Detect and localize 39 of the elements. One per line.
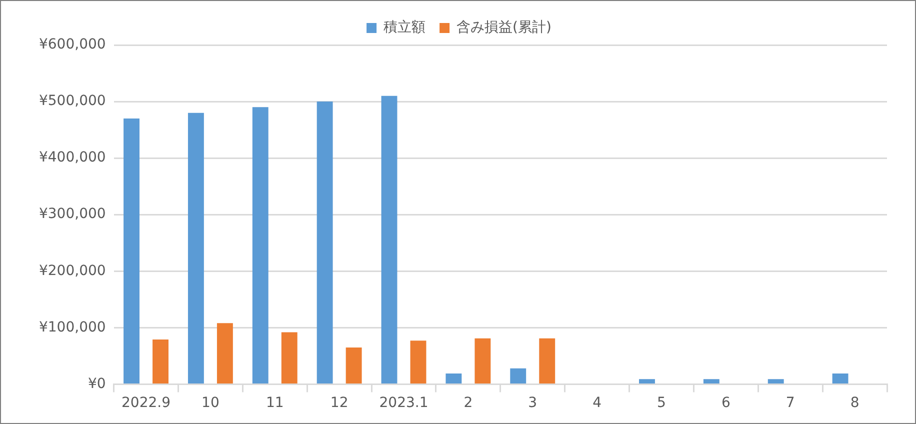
bar — [410, 340, 426, 384]
x-tick-label: 6 — [721, 395, 730, 412]
x-tick-label: 2 — [464, 395, 473, 412]
x-tick-label: 2022.9 — [122, 395, 171, 412]
x-tick-label: 3 — [528, 395, 538, 412]
y-tick-label: ¥500,000 — [38, 93, 106, 110]
x-tick-label: 8 — [850, 395, 860, 412]
bar — [316, 102, 333, 384]
y-tick-label: ¥600,000 — [38, 36, 106, 53]
x-tick-label: 12 — [330, 395, 348, 412]
y-tick-label: ¥100,000 — [38, 319, 106, 336]
bar — [539, 338, 556, 384]
bar — [474, 338, 491, 384]
bar — [346, 347, 362, 384]
x-tick-label: 10 — [202, 395, 220, 412]
y-tick-label: ¥400,000 — [38, 150, 106, 166]
bar — [639, 379, 655, 384]
bar — [216, 323, 233, 384]
bar — [281, 332, 298, 384]
x-tick-label: 4 — [592, 395, 602, 412]
bar — [381, 96, 398, 384]
y-tick-label: ¥300,000 — [38, 206, 106, 222]
bar — [252, 107, 268, 384]
legend-label: 含み損益(累計) — [456, 20, 552, 36]
bar — [832, 373, 848, 384]
legend-label: 積立額 — [384, 20, 426, 36]
bar — [124, 118, 140, 384]
x-tick-label: 2023.1 — [379, 395, 428, 412]
bar — [703, 379, 720, 384]
bar — [768, 379, 784, 384]
x-tick-label: 7 — [786, 395, 795, 412]
x-tick-label: 5 — [657, 395, 666, 412]
y-tick-label: ¥200,000 — [38, 262, 106, 279]
bar — [446, 373, 462, 384]
bar — [510, 368, 526, 384]
bar — [188, 112, 204, 384]
x-tick-label: 11 — [266, 395, 284, 412]
bar — [152, 340, 168, 384]
y-tick-label: ¥0 — [88, 376, 106, 392]
